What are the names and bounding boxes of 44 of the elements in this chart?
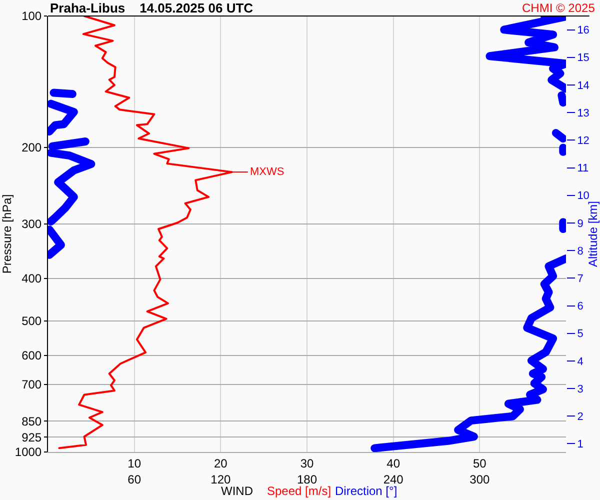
y2-tick-label: 11 [577,162,589,175]
y-tick-label: 400 [22,272,42,286]
y-tick-label: 200 [22,140,42,154]
y-tick-label: 300 [22,217,42,232]
y-tick-label: 925 [22,430,42,444]
y2-axis-title: Altitude [km] [586,200,600,268]
x2-tick-label: 60 [128,472,142,486]
y2-tick-label: 7 [577,273,584,285]
y-tick-label: 600 [22,348,42,362]
annotation: MXWS [250,166,284,178]
x2-tick-label: 120 [210,472,231,486]
x-tick-label: 20 [214,456,228,470]
y2-tick-label: 1 [577,438,584,451]
text: Direction [°] [335,484,398,498]
chart-title: Praha-Libus 14.05.2025 06 UTC [50,0,254,16]
y-tick-label: 700 [22,378,42,392]
x-tick-label: 40 [386,456,400,470]
x2-tick-label: 180 [296,472,318,486]
x2-tick-label: 240 [383,472,404,486]
y2-tick-label: 15 [577,52,590,64]
y-tick-label: 1000 [14,445,42,460]
x-tick-label: 10 [128,456,142,470]
y2-tick-label: 5 [577,328,584,340]
y2-tick-label: 6 [577,300,584,313]
y2-tick-label: 10 [577,190,590,202]
x-tick-label: 50 [472,456,487,470]
y2-tick-label: 16 [577,24,590,37]
y2-tick-label: 3 [577,383,584,396]
x2-tick-label: 300 [470,472,490,486]
y2-tick-label: 4 [577,356,584,368]
y-tick-label: 850 [22,414,42,428]
y2-tick-label: 14 [577,80,590,92]
text: CHMI © 2025 [522,1,596,15]
y2-tick-label: 8 [577,245,584,258]
text: Speed [m/s] [267,484,332,498]
x-tick-label: 30 [300,456,314,470]
y2-tick-label: 13 [577,107,590,120]
y2-tick-label: 12 [577,135,590,148]
y-tick-label: 100 [22,9,42,24]
y-tick-label: 500 [22,314,42,328]
x-axis-title: WIND [221,484,254,498]
y2-tick-label: 2 [577,410,584,423]
y-axis-title: Pressure [hPa] [0,194,14,274]
y2-tick-label: 9 [577,218,584,230]
